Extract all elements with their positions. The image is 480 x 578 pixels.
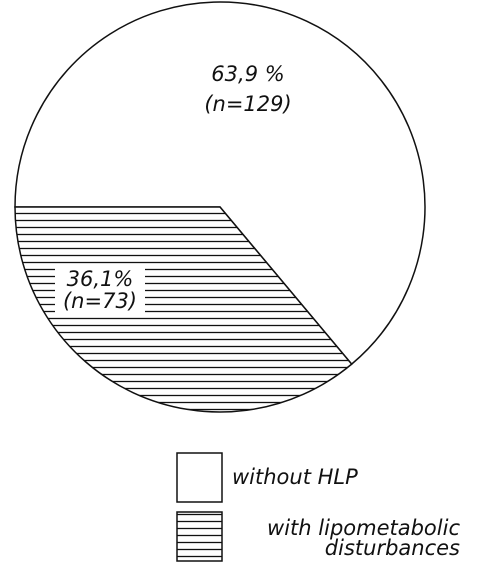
legend-swatch xyxy=(176,511,223,562)
value-label: 63,9 % xyxy=(211,62,284,86)
annotation: (n=73) xyxy=(63,289,137,313)
annotation: (n=129) xyxy=(204,92,291,116)
legend-label: with lipometabolic disturbances xyxy=(267,516,460,560)
legend-label: without HLP xyxy=(232,465,358,489)
pie-slice xyxy=(14,206,353,413)
label-bg xyxy=(55,266,145,316)
pie-slice xyxy=(14,1,426,366)
legend-swatch xyxy=(176,452,223,503)
value-label: 36,1% xyxy=(67,267,134,291)
